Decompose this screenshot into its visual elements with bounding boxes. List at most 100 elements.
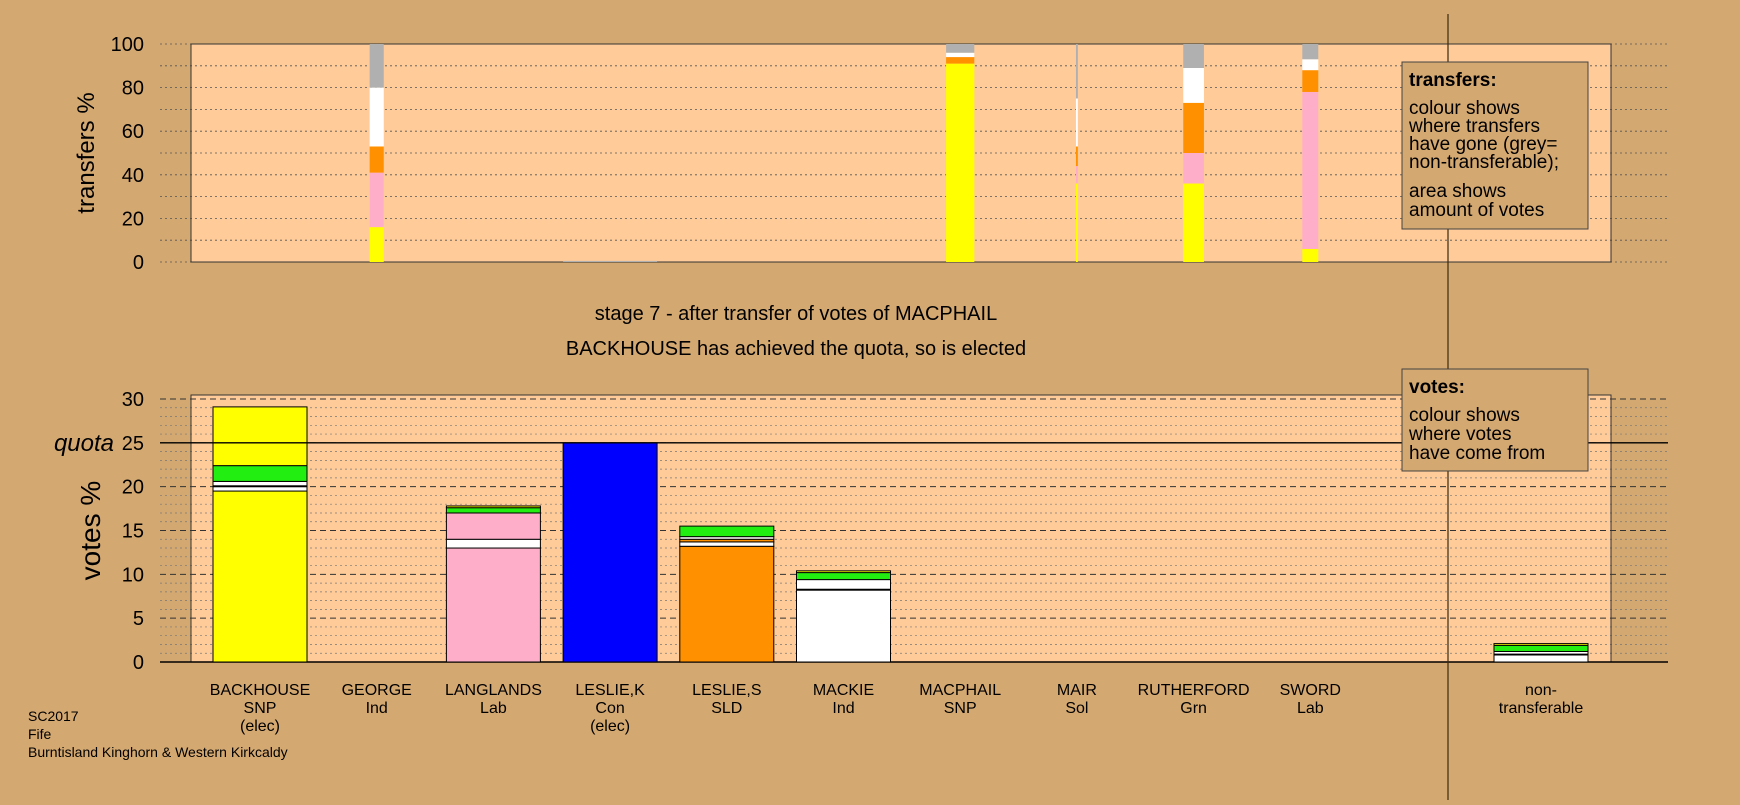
vote-segment — [445, 507, 541, 514]
votes-y-tick: 25 — [122, 433, 144, 455]
vote-segment — [445, 538, 541, 549]
transfer-segment — [1075, 146, 1078, 167]
candidate-label: MAIR — [1057, 682, 1097, 699]
stage-headline: stage 7 - after transfer of votes of MAC… — [595, 303, 997, 325]
candidate-label: MACKIE — [813, 682, 874, 699]
candidate-label: GEORGE — [342, 682, 412, 699]
candidate-label: LANGLANDS — [445, 682, 542, 699]
transfers-plot-border — [190, 43, 1612, 263]
candidate-label: Grn — [1180, 700, 1207, 717]
footer-election: SC2017 — [28, 708, 79, 724]
transfer-segment — [563, 260, 658, 262]
transfers-legend-title: transfers: — [1409, 70, 1497, 91]
transfer-segment — [1302, 91, 1319, 249]
vote-segment — [679, 541, 775, 547]
transfer-segment — [1183, 67, 1204, 103]
vote-segment — [445, 547, 541, 663]
transfer-segment — [1075, 183, 1078, 262]
transfer-segment — [946, 57, 975, 64]
transfers-legend-line: colour shows — [1409, 98, 1520, 119]
candidate-label: MACPHAIL — [919, 682, 1001, 699]
vote-segment — [796, 572, 891, 581]
vote-segment — [212, 480, 308, 487]
candidate-label: LESLIE,S — [692, 682, 761, 699]
vote-segment — [796, 570, 891, 574]
transfer-segment — [1183, 153, 1204, 184]
transfers-legend-line: area shows — [1409, 181, 1506, 202]
transfer-segment — [1183, 183, 1204, 262]
transfer-segment — [1183, 44, 1204, 68]
candidate-label: Ind — [366, 700, 388, 717]
votes-legend-line: where votes — [1408, 424, 1511, 445]
quota-label: quota — [54, 430, 114, 457]
transfers-y-tick: 100 — [111, 34, 144, 56]
vote-segment — [679, 545, 775, 663]
footer-council: Fife — [28, 726, 52, 742]
votes-y-tick: 5 — [133, 608, 144, 630]
candidate-label: Sol — [1065, 700, 1088, 717]
vote-segment — [212, 465, 308, 482]
candidate-label: BACKHOUSE — [210, 682, 310, 699]
vote-segment — [796, 579, 891, 590]
candidate-label: LESLIE,K — [575, 682, 645, 699]
candidate-label: SNP — [244, 700, 277, 717]
votes-y-tick: 10 — [122, 564, 144, 586]
vote-segment — [445, 505, 541, 509]
transfer-segment — [1302, 44, 1319, 60]
votes-y-tick: 15 — [122, 521, 144, 543]
vote-segment — [679, 525, 775, 538]
vote-segment — [1493, 644, 1589, 652]
transfers-legend-line: non-transferable); — [1409, 152, 1559, 173]
transfers-legend-line: where transfers — [1408, 116, 1540, 137]
votes-legend-title: votes: — [1409, 377, 1465, 398]
candidate-label: (elec) — [240, 718, 280, 735]
candidate-label: Lab — [1297, 700, 1324, 717]
votes-y-tick: 0 — [133, 652, 144, 674]
transfer-segment — [1302, 70, 1319, 92]
vote-segment — [562, 442, 658, 663]
transfer-segment — [1302, 248, 1319, 262]
transfers-y-tick: 40 — [122, 165, 144, 187]
candidate-label: Ind — [832, 700, 854, 717]
candidate-label: RUTHERFORD — [1138, 682, 1250, 699]
votes-plot-area — [191, 395, 1611, 662]
transfer-segment — [1183, 102, 1204, 153]
transfer-segment — [369, 87, 384, 147]
transfers-legend: transfers: colour shows where transfers … — [1401, 61, 1589, 230]
vote-segment — [212, 406, 308, 467]
transfer-segment — [369, 227, 384, 262]
transfers-legend-line: amount of votes — [1409, 200, 1544, 221]
votes-legend-line: have come from — [1409, 443, 1545, 464]
transfer-segment — [369, 44, 384, 88]
transfer-segment — [1075, 98, 1078, 147]
votes-y-axis-label: votes % — [75, 481, 106, 581]
result-headline: BACKHOUSE has achieved the quota, so is … — [566, 338, 1026, 360]
votes-legend: votes: colour shows where votes have com… — [1401, 368, 1589, 472]
transfers-y-tick: 20 — [122, 208, 144, 230]
candidate-label: SWORD — [1280, 682, 1341, 699]
transfer-segment — [946, 52, 975, 58]
transfers-legend-line: have gone (grey= — [1409, 134, 1557, 155]
transfers-y-tick: 0 — [133, 252, 144, 274]
votes-legend-line: colour shows — [1409, 405, 1520, 426]
vote-segment — [796, 589, 891, 663]
transfer-segment — [1302, 59, 1319, 71]
transfers-chart: 0 20 40 60 80 100 transfers % — [73, 34, 1668, 274]
candidate-label: (elec) — [590, 718, 630, 735]
vote-segment — [212, 486, 308, 492]
candidate-label: non- — [1525, 682, 1557, 699]
transfer-segment — [1075, 166, 1078, 184]
transfers-y-tick: 80 — [122, 78, 144, 100]
candidate-label: Con — [595, 700, 624, 717]
transfers-y-tick: 60 — [122, 121, 144, 143]
footer-ward: Burntisland Kinghorn & Western Kirkcaldy — [28, 744, 288, 760]
candidate-label: transferable — [1499, 700, 1584, 717]
candidate-label: Lab — [480, 700, 507, 717]
vote-segment — [1493, 654, 1589, 663]
candidate-label: SLD — [711, 700, 742, 717]
vote-segment — [445, 512, 541, 540]
transfer-segment — [946, 44, 975, 53]
vote-segment — [212, 490, 308, 663]
